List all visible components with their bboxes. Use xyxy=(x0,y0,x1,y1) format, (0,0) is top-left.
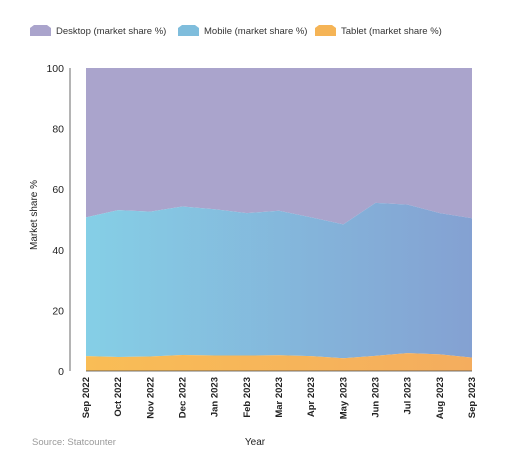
legend-label: Tablet (market share %) xyxy=(341,26,442,37)
y-tick-label: 80 xyxy=(52,124,64,136)
legend-swatch xyxy=(178,25,199,36)
x-tick-label: Jul 2023 xyxy=(403,377,414,415)
x-tick-label: Jun 2023 xyxy=(371,377,382,418)
x-tick-label: Oct 2022 xyxy=(113,377,124,417)
y-tick-label: 20 xyxy=(52,305,64,317)
x-tick-label: Dec 2022 xyxy=(178,377,189,418)
x-axis-label: Year xyxy=(245,437,266,448)
y-tick-label: 100 xyxy=(46,63,64,75)
legend-item-desktop: Desktop (market share %) xyxy=(30,25,166,37)
plot-areas xyxy=(86,68,472,371)
y-axis-label: Market share % xyxy=(29,180,40,250)
area-desktop xyxy=(86,68,472,225)
x-tick-label: Sep 2022 xyxy=(81,377,92,418)
x-tick-label: Nov 2022 xyxy=(145,377,156,419)
area-mobile xyxy=(86,202,472,359)
y-tick-labels: 0 20 40 60 80 100 xyxy=(46,63,64,378)
x-tick-label: Feb 2023 xyxy=(242,377,253,418)
area-tablet xyxy=(86,353,472,371)
x-tick-label: Apr 2023 xyxy=(306,377,317,417)
legend-item-mobile: Mobile (market share %) xyxy=(178,25,307,37)
legend-item-tablet: Tablet (market share %) xyxy=(315,25,442,37)
legend-label: Desktop (market share %) xyxy=(56,26,166,37)
legend-label: Mobile (market share %) xyxy=(204,26,307,37)
legend-swatch xyxy=(315,25,336,36)
x-tick-label: May 2023 xyxy=(338,377,349,419)
x-tick-label: Mar 2023 xyxy=(274,377,285,418)
y-tick-label: 40 xyxy=(52,245,64,257)
y-tick-label: 60 xyxy=(52,184,64,196)
x-tick-labels: Sep 2022 Oct 2022 Nov 2022 Dec 2022 Jan 2023… xyxy=(81,377,478,419)
legend: Desktop (market share %) Mobile (market s… xyxy=(30,25,442,37)
source-note: Source: Statcounter xyxy=(32,437,116,448)
legend-swatch xyxy=(30,25,51,36)
x-tick-label: Aug 2023 xyxy=(435,377,446,419)
x-tick-label: Jan 2023 xyxy=(210,377,221,417)
axes xyxy=(69,68,472,372)
y-tick-label: 0 xyxy=(58,366,64,378)
x-tick-label: Sep 2023 xyxy=(467,377,478,418)
